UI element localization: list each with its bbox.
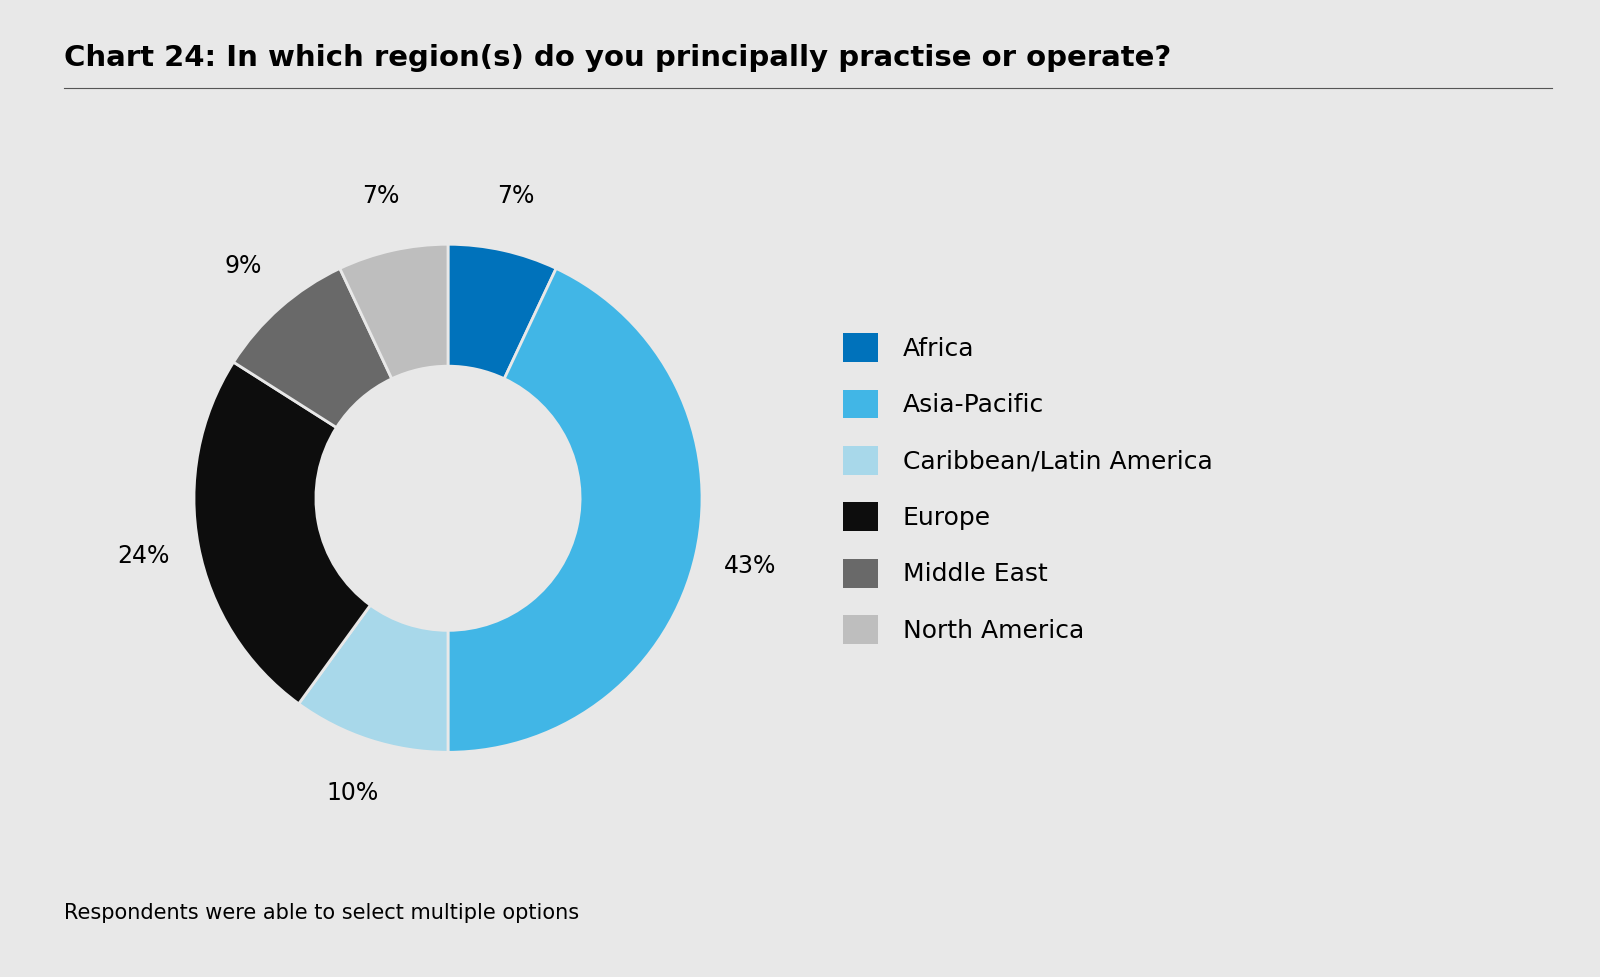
Text: 7%: 7% [498, 184, 534, 208]
Text: 24%: 24% [117, 544, 170, 569]
Wedge shape [339, 244, 448, 379]
Wedge shape [448, 269, 702, 752]
Wedge shape [234, 269, 392, 428]
Wedge shape [299, 605, 448, 752]
Text: 9%: 9% [224, 254, 262, 277]
Text: 43%: 43% [725, 554, 776, 577]
Wedge shape [448, 244, 557, 379]
Wedge shape [194, 362, 370, 703]
Legend: Africa, Asia-Pacific, Caribbean/Latin America, Europe, Middle East, North Americ: Africa, Asia-Pacific, Caribbean/Latin Am… [843, 333, 1213, 644]
Text: Chart 24: In which region(s) do you principally practise or operate?: Chart 24: In which region(s) do you prin… [64, 44, 1171, 72]
Text: Respondents were able to select multiple options: Respondents were able to select multiple… [64, 904, 579, 923]
Text: 10%: 10% [326, 781, 378, 805]
Text: 7%: 7% [362, 184, 398, 208]
